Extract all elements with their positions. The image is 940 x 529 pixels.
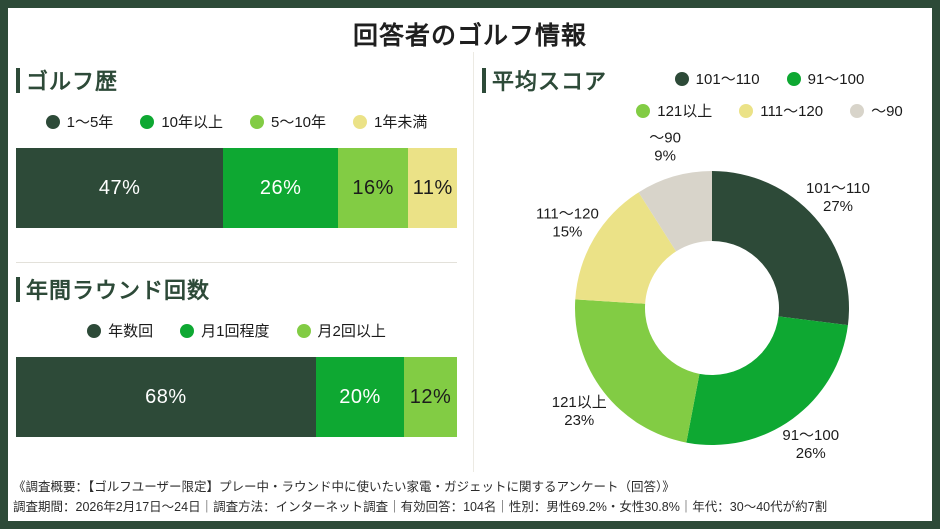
legend-label: 5〜10年 bbox=[271, 114, 327, 131]
bar-segment: 12% bbox=[404, 357, 457, 437]
legend-item: 121以上 bbox=[636, 100, 712, 121]
legend-dot-icon bbox=[353, 114, 368, 129]
section-divider bbox=[16, 262, 457, 263]
legend-item: 1〜5年 bbox=[45, 111, 114, 132]
bar-segment: 68% bbox=[16, 357, 316, 437]
section-header-golf-history: ゴルフ歴 bbox=[16, 64, 457, 96]
section-title-annual-rounds: 年間ラウンド回数 bbox=[26, 278, 211, 303]
legend-label: 111〜120 bbox=[760, 103, 824, 120]
donut-slice bbox=[638, 171, 712, 252]
accent-bar-icon bbox=[16, 67, 20, 93]
legend-dot-icon bbox=[786, 71, 801, 86]
legend-label: 年数回 bbox=[108, 323, 154, 340]
legend-dot-icon bbox=[180, 323, 195, 338]
bar-segment: 47% bbox=[16, 148, 224, 228]
accent-bar-icon bbox=[482, 67, 486, 93]
content-columns: ゴルフ歴 1〜5年 10年以上 5〜10年 1年未満 47% 26% 16% 11% 年間ラ… bbox=[8, 52, 932, 473]
legend-label: 1〜5年 bbox=[66, 114, 114, 131]
legend-dot-icon bbox=[250, 114, 264, 129]
section-header-average-score: 平均スコア 101〜110 91〜100 121以上 111〜120 〜90 bbox=[482, 64, 932, 121]
page-title: 回答者のゴルフ情報 bbox=[352, 22, 587, 50]
donut-slice-label: 121以上 23% bbox=[552, 394, 607, 429]
donut-slice-label: 〜90 9% bbox=[649, 130, 681, 165]
legend-label: 101〜110 bbox=[695, 71, 760, 88]
legend-label: 10年以上 bbox=[161, 114, 223, 131]
legend-row: 101〜110 91〜100 bbox=[607, 68, 932, 89]
section-annual-rounds: 年間ラウンド回数 年数回 月1回程度 月2回以上 68% 20% 12% bbox=[16, 273, 457, 437]
bar-segment: 20% bbox=[315, 357, 405, 437]
legend-item: 1年未満 bbox=[353, 111, 427, 132]
legend-item: 111〜120 bbox=[739, 100, 823, 121]
stacked-bar-golf-history: 47% 26% 16% 11% bbox=[16, 148, 457, 228]
legend-item: 月2回以上 bbox=[296, 320, 386, 341]
legend-dot-icon bbox=[45, 114, 60, 129]
legend-label: 121以上 bbox=[657, 103, 713, 120]
legend-dot-icon bbox=[674, 71, 689, 86]
legend-label: 91〜100 bbox=[807, 71, 865, 88]
section-golf-history: ゴルフ歴 1〜5年 10年以上 5〜10年 1年未満 47% 26% 16% 11% bbox=[16, 64, 457, 228]
donut-slice bbox=[712, 171, 849, 326]
survey-overview-footer: 《調査概要：【ゴルフユーザー限定】プレー中・ラウンド中に使いたい家電・ガジェット… bbox=[13, 477, 927, 517]
legend-item: 5〜10年 bbox=[250, 111, 326, 132]
donut-slice-label: 111〜120 15% bbox=[536, 205, 599, 240]
stacked-bar-annual-rounds: 68% 20% 12% bbox=[16, 357, 457, 437]
bar-segment: 26% bbox=[223, 148, 338, 228]
legend-dot-icon bbox=[850, 103, 865, 118]
right-column: 平均スコア 101〜110 91〜100 121以上 111〜120 〜90 101〜1… bbox=[474, 52, 932, 473]
legend-annual-rounds: 年数回 月1回程度 月2回以上 bbox=[16, 320, 457, 341]
legend-item: 10年以上 bbox=[140, 111, 223, 132]
legend-label: 〜90 bbox=[871, 103, 903, 120]
donut-slice bbox=[686, 316, 848, 445]
legend-dot-icon bbox=[739, 103, 754, 118]
legend-label: 月1回程度 bbox=[201, 323, 270, 340]
legend-dot-icon bbox=[636, 103, 651, 118]
bar-segment: 16% bbox=[337, 148, 409, 228]
donut-chart-average-score: 101〜110 27% 91〜100 26% 121以上 23% 111〜120 15% 〜90… bbox=[482, 123, 932, 473]
donut-slice-label: 101〜110 27% bbox=[806, 180, 870, 215]
legend-item: 月1回程度 bbox=[180, 320, 270, 341]
accent-bar-icon bbox=[16, 276, 20, 302]
legend-label: 月2回以上 bbox=[317, 323, 386, 340]
section-header-annual-rounds: 年間ラウンド回数 bbox=[16, 273, 457, 305]
left-column: ゴルフ歴 1〜5年 10年以上 5〜10年 1年未満 47% 26% 16% 11% 年間ラ… bbox=[8, 52, 474, 472]
section-title-golf-history: ゴルフ歴 bbox=[26, 69, 119, 94]
survey-overview-line2: 調査期間：2026年2月17日〜24日｜調査方法：インターネット調査｜有効回答：… bbox=[13, 500, 828, 514]
legend-dot-icon bbox=[140, 114, 155, 129]
donut-chart-svg: 101〜110 27% 91〜100 26% 121以上 23% 111〜120 15% 〜90… bbox=[536, 130, 870, 462]
legend-dot-icon bbox=[296, 323, 311, 338]
legend-label: 1年未満 bbox=[374, 114, 428, 131]
donut-slice bbox=[575, 299, 700, 443]
legend-golf-history: 1〜5年 10年以上 5〜10年 1年未満 bbox=[16, 111, 457, 132]
legend-item: 101〜110 bbox=[674, 68, 760, 89]
legend-dot-icon bbox=[87, 323, 102, 338]
legend-item: 91〜100 bbox=[786, 68, 865, 89]
legend-item: 年数回 bbox=[87, 320, 153, 341]
donut-slice-label: 91〜100 26% bbox=[782, 427, 839, 462]
bar-segment: 11% bbox=[408, 148, 457, 228]
legend-row: 121以上 111〜120 〜90 bbox=[607, 100, 932, 121]
legend-average-score: 101〜110 91〜100 121以上 111〜120 〜90 bbox=[607, 68, 932, 121]
legend-item: 〜90 bbox=[850, 100, 903, 121]
survey-overview-line1: 《調査概要：【ゴルフユーザー限定】プレー中・ラウンド中に使いたい家電・ガジェット… bbox=[13, 480, 675, 494]
donut-slice bbox=[575, 192, 677, 304]
section-title-average-score: 平均スコア bbox=[492, 69, 608, 94]
